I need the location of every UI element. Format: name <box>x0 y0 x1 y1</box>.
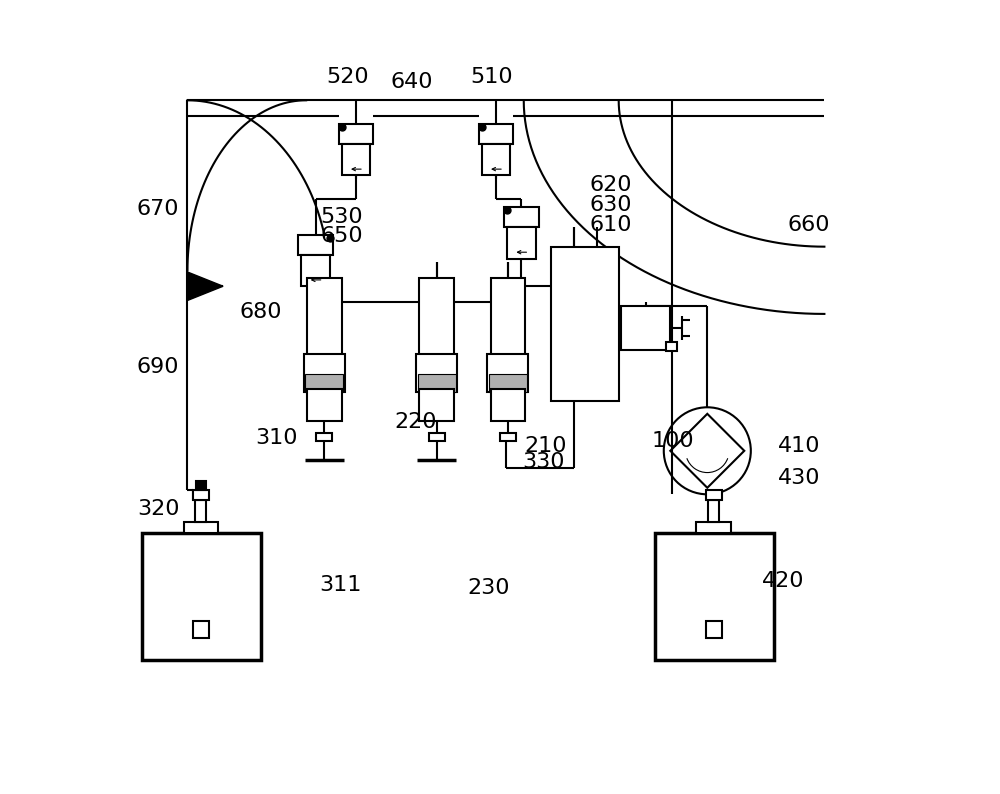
Bar <box>419 389 454 421</box>
Text: 210: 210 <box>525 436 567 456</box>
Bar <box>482 144 510 175</box>
Bar <box>342 144 370 175</box>
Bar <box>551 247 619 401</box>
Bar <box>507 227 536 259</box>
Text: 670: 670 <box>137 198 179 218</box>
Bar <box>500 433 516 441</box>
Bar <box>196 481 206 491</box>
Bar <box>195 500 206 522</box>
Bar <box>416 354 457 392</box>
Bar <box>429 433 445 441</box>
Bar <box>621 306 670 349</box>
Bar <box>491 279 525 357</box>
Bar <box>706 491 722 500</box>
Bar <box>316 433 332 441</box>
Bar <box>479 124 513 144</box>
Bar <box>298 235 333 255</box>
Text: 610: 610 <box>590 214 632 234</box>
Text: 620: 620 <box>590 175 632 195</box>
Bar <box>184 522 218 533</box>
Text: 420: 420 <box>762 571 805 591</box>
Bar <box>301 255 330 286</box>
Bar <box>142 533 261 660</box>
Text: 680: 680 <box>240 302 282 322</box>
Bar <box>339 124 373 144</box>
Text: 430: 430 <box>778 468 820 488</box>
Text: 690: 690 <box>137 357 179 377</box>
Text: 660: 660 <box>787 214 830 234</box>
Bar <box>504 207 539 227</box>
Bar <box>193 491 209 500</box>
Text: 220: 220 <box>394 412 437 432</box>
Bar <box>304 354 345 392</box>
Text: 230: 230 <box>467 579 509 599</box>
Text: 630: 630 <box>590 195 632 214</box>
Bar <box>708 500 719 522</box>
Bar <box>307 389 342 421</box>
Text: 310: 310 <box>256 428 298 448</box>
Text: 311: 311 <box>319 575 361 595</box>
Text: 650: 650 <box>320 226 363 246</box>
Bar <box>491 389 525 421</box>
Bar <box>419 279 454 357</box>
Bar <box>418 374 456 392</box>
Text: 530: 530 <box>320 206 363 226</box>
Text: 100: 100 <box>651 430 694 450</box>
Text: 510: 510 <box>471 67 513 87</box>
Text: 410: 410 <box>778 436 820 456</box>
Bar <box>305 374 343 392</box>
Text: 330: 330 <box>522 452 565 472</box>
Text: 640: 640 <box>390 72 433 92</box>
Bar <box>193 621 209 638</box>
Text: 320: 320 <box>137 499 179 519</box>
Bar <box>666 341 677 351</box>
Bar <box>487 354 528 392</box>
Bar <box>655 533 774 660</box>
Text: 520: 520 <box>327 67 369 87</box>
Bar <box>706 621 722 638</box>
Polygon shape <box>187 272 223 300</box>
Bar <box>696 522 731 533</box>
Bar <box>307 279 342 357</box>
Bar <box>489 374 527 392</box>
